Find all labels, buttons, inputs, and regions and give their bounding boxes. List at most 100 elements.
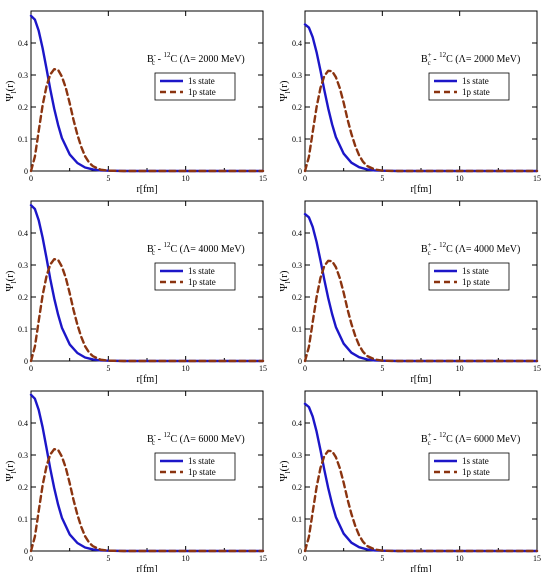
annotation-particle: B	[147, 244, 154, 255]
chart-panel-5: 0 5 10 15 0 0.1 0.2 0.3 0.4 r[fm] Ψl(r) B+ c - 12C (…	[278, 200, 541, 385]
x-tick-label: 0	[303, 174, 307, 183]
y-label-sub: l	[10, 91, 18, 93]
y-tick-label: 0.1	[292, 135, 302, 144]
legend-label: 1p state	[462, 467, 490, 477]
x-tick-label: 15	[533, 364, 541, 373]
annotation-nucleus: C (Λ= 6000 MeV)	[446, 434, 520, 445]
x-tick-label: 15	[259, 554, 267, 563]
y-axis-label: Ψl(r)	[278, 80, 292, 101]
legend-box	[154, 72, 236, 101]
legend-label: 1s state	[188, 266, 215, 276]
series-line-1p	[303, 69, 539, 173]
annotation-mass-number: 12	[163, 431, 171, 439]
y-tick-label: 0.4	[292, 39, 302, 48]
y-tick-label: 0.4	[292, 419, 302, 428]
chart-panel-1: 0 5 10 15 0 0.1 0.2 0.3 0.4 r[fm] Ψl(r) B-c - 12C (…	[4, 10, 267, 195]
legend-label: 1p state	[188, 87, 216, 97]
annotation-charge: +	[428, 51, 432, 59]
legend-box	[428, 72, 510, 101]
series-line-1p	[303, 449, 539, 553]
x-tick-label: 10	[182, 364, 190, 373]
annotation-charge: -	[154, 51, 157, 59]
annotation-charge: +	[428, 241, 432, 249]
annotation-separator: -	[431, 54, 439, 65]
series-line-1p	[29, 258, 265, 363]
annotation-separator: -	[155, 434, 163, 445]
annotation-subscript: c	[428, 249, 431, 257]
y-label-rest: (r)	[278, 460, 290, 471]
y-tick-label: 0.2	[18, 103, 28, 112]
y-tick-label: 0.1	[18, 515, 28, 524]
series-group	[303, 402, 539, 553]
legend-box	[428, 452, 510, 481]
chart-panel-6: 0 5 10 15 0 0.1 0.2 0.3 0.4 r[fm] Ψl(r) B+ c - 12C (…	[278, 390, 541, 572]
x-axis-label: r[fm]	[136, 374, 157, 385]
annotation-charge: -	[154, 431, 157, 439]
legend-box	[154, 262, 236, 291]
x-tick-label: 5	[106, 174, 110, 183]
annotation-particle: B	[421, 244, 428, 255]
x-tick-label: 10	[182, 174, 190, 183]
x-axis-label: r[fm]	[136, 564, 157, 572]
panel-annotation: B+ c - 12C (Λ= 6000 MeV)	[421, 431, 520, 447]
annotation-subscript: c	[428, 59, 431, 67]
y-label-sub: l	[284, 91, 292, 93]
x-tick-label: 5	[380, 174, 384, 183]
x-tick-label: 0	[29, 554, 33, 563]
chart-panel-2: 0 5 10 15 0 0.1 0.2 0.3 0.4 r[fm] Ψl(r) B-c - 12C (…	[4, 200, 267, 385]
y-axis-label: Ψl(r)	[278, 460, 292, 481]
y-tick-label: 0.4	[18, 39, 28, 48]
y-tick-label: 0	[298, 167, 302, 176]
x-axis-label: r[fm]	[136, 184, 157, 195]
x-tick-label: 10	[182, 554, 190, 563]
y-tick-label: 0.3	[18, 71, 28, 80]
annotation-particle: B	[147, 54, 154, 65]
series-group	[29, 14, 265, 173]
y-tick-label: 0.1	[292, 515, 302, 524]
annotation-mass-number: 12	[163, 51, 171, 59]
legend-label: 1p state	[462, 87, 490, 97]
x-tick-label: 0	[29, 174, 33, 183]
y-label-main: Ψ	[4, 473, 16, 482]
annotation-mass-number: 12	[439, 431, 447, 439]
y-tick-label: 0.1	[18, 325, 28, 334]
panel-annotation: B-c - 12C (Λ= 2000 MeV)	[147, 51, 245, 67]
annotation-subscript: c	[152, 439, 155, 447]
y-axis-label: Ψl(r)	[4, 80, 18, 101]
y-tick-label: 0	[24, 167, 28, 176]
y-tick-label: 0.4	[292, 229, 302, 238]
annotation-subscript: c	[152, 249, 155, 257]
series-group	[303, 212, 539, 363]
x-tick-label: 5	[380, 364, 384, 373]
y-tick-label: 0.4	[18, 419, 28, 428]
y-axis-label: Ψl(r)	[4, 460, 18, 481]
legend-label: 1s state	[188, 76, 215, 86]
legend-label: 1p state	[462, 277, 490, 287]
legend-label: 1s state	[462, 76, 489, 86]
y-tick-label: 0	[298, 547, 302, 556]
y-tick-label: 0.3	[18, 261, 28, 270]
y-axis-label: Ψl(r)	[4, 270, 18, 291]
y-tick-label: 0.2	[292, 483, 302, 492]
y-tick-label: 0.3	[292, 261, 302, 270]
panel-annotation: B+ c - 12C (Λ= 2000 MeV)	[421, 51, 520, 67]
x-tick-label: 10	[456, 554, 464, 563]
annotation-separator: -	[431, 434, 439, 445]
y-label-sub: l	[10, 281, 18, 283]
x-tick-label: 0	[303, 554, 307, 563]
y-label-main: Ψ	[278, 283, 290, 292]
legend-label: 1p state	[188, 277, 216, 287]
annotation-mass-number: 12	[439, 51, 447, 59]
y-label-rest: (r)	[4, 460, 16, 471]
panel-annotation: B+ c - 12C (Λ= 4000 MeV)	[421, 241, 520, 257]
y-label-main: Ψ	[4, 93, 16, 102]
annotation-mass-number: 12	[439, 241, 447, 249]
x-tick-label: 5	[106, 554, 110, 563]
series-group	[29, 393, 265, 553]
y-tick-label: 0.1	[292, 325, 302, 334]
y-tick-label: 0.2	[292, 103, 302, 112]
x-axis-label: r[fm]	[410, 184, 431, 195]
y-label-sub: l	[10, 471, 18, 473]
y-tick-label: 0.2	[18, 293, 28, 302]
